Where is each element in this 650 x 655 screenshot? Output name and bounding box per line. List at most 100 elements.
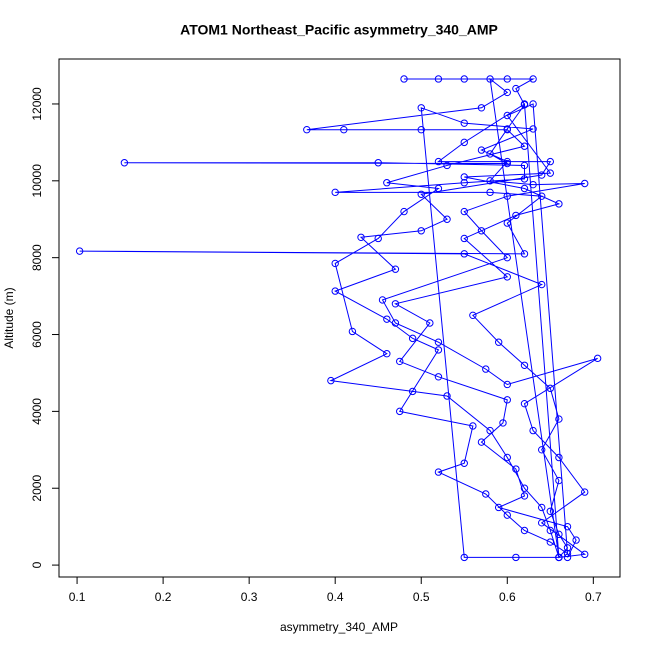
data-point (482, 490, 490, 498)
data-point (469, 311, 477, 320)
y-tick-label: 2000 (30, 475, 44, 502)
data-point (477, 104, 486, 112)
x-tick-label: 0.4 (327, 590, 344, 604)
data-point (593, 354, 602, 363)
data-point (460, 119, 468, 127)
data-point (520, 361, 529, 369)
data-point (396, 357, 404, 366)
data-point (529, 426, 537, 435)
data-point (520, 184, 529, 193)
data-point (503, 75, 511, 83)
data-point (546, 157, 555, 166)
data-point (563, 553, 572, 562)
y-axis-label: Altitude (m) (2, 287, 16, 348)
data-point (434, 373, 443, 381)
data-point (546, 507, 555, 515)
data-point (520, 250, 529, 258)
data-point (555, 476, 563, 485)
data-point (400, 207, 408, 216)
data-point (460, 75, 468, 83)
data-point (434, 346, 443, 354)
data-point (426, 319, 434, 327)
data-point (512, 465, 520, 473)
data-point (477, 146, 486, 154)
data-point (520, 161, 529, 170)
data-point (460, 179, 468, 187)
data-point (503, 88, 511, 97)
data-point (520, 100, 529, 108)
data-point (555, 200, 563, 208)
data-point (555, 553, 563, 562)
data-point (512, 84, 520, 93)
data-point (581, 550, 589, 559)
data-point (443, 392, 451, 400)
data-point (391, 265, 400, 273)
data-point (417, 190, 425, 198)
data-point (503, 219, 511, 227)
data-point (486, 177, 494, 185)
data-point (529, 180, 537, 189)
data-point (408, 387, 417, 396)
data-point (581, 179, 589, 188)
data-point (538, 192, 546, 200)
data-point (75, 247, 84, 255)
data-point (327, 376, 335, 385)
data-point (331, 259, 339, 268)
data-point (503, 453, 511, 462)
data-point (374, 234, 382, 243)
data-point (396, 407, 404, 416)
data-point (503, 273, 511, 281)
data-point (340, 126, 348, 134)
x-tick-label: 0.5 (413, 590, 430, 604)
data-point (434, 157, 443, 166)
data-point (469, 422, 477, 430)
data-point (503, 192, 511, 200)
data-point (520, 492, 529, 500)
data-point (434, 75, 443, 83)
data-point (555, 453, 563, 462)
data-point (383, 179, 391, 187)
data-point (417, 126, 425, 134)
data-point (434, 338, 443, 346)
data-point (303, 126, 311, 134)
data-point (482, 365, 490, 373)
data-point (520, 399, 529, 408)
data-point (512, 211, 520, 220)
x-tick-label: 0.1 (69, 590, 86, 604)
data-point (538, 280, 546, 289)
data-point (378, 296, 387, 304)
data-point (529, 75, 537, 83)
data-point (503, 126, 511, 134)
data-point (120, 159, 129, 167)
y-tick-label: 4000 (30, 398, 44, 425)
data-point (486, 150, 494, 158)
data-point (529, 100, 537, 108)
data-point (443, 215, 451, 223)
data-point (546, 538, 555, 546)
data-point (460, 207, 468, 216)
data-point (546, 526, 555, 535)
data-point (563, 522, 572, 531)
data-point (503, 157, 511, 166)
data-point (434, 468, 443, 476)
chart-title: ATOM1 Northeast_Pacific asymmetry_340_AM… (180, 22, 498, 38)
data-point (494, 338, 503, 346)
y-tick-label: 12000 (30, 87, 44, 121)
data-point (503, 111, 511, 120)
data-point (417, 104, 425, 112)
x-tick-label: 0.6 (499, 590, 516, 604)
data-point (460, 459, 468, 467)
data-point (400, 75, 408, 83)
data-point (460, 553, 468, 562)
data-point (581, 488, 589, 496)
data-point (538, 446, 546, 454)
data-point (391, 319, 400, 327)
data-point (460, 138, 468, 147)
x-axis-label: asymmetry_340_AMP (280, 620, 398, 634)
data-point (486, 426, 494, 435)
data-point (443, 161, 451, 170)
data-point (383, 315, 391, 323)
data-point (555, 415, 563, 423)
